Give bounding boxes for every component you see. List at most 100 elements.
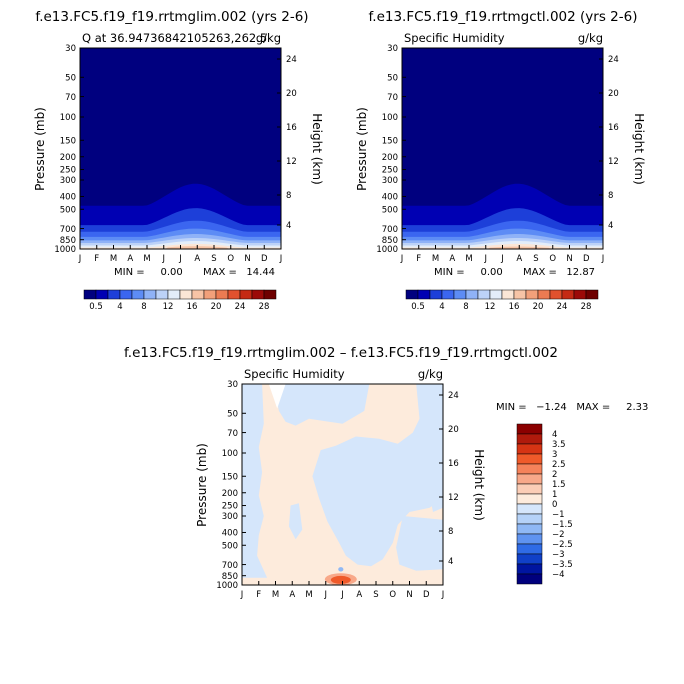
- panel-c-ytick-label: 70: [227, 429, 238, 439]
- panel-a-max-text: MAX = 14.44: [203, 267, 275, 278]
- panel-b-contours: [402, 48, 603, 249]
- panel-b-xtick-label: S: [533, 254, 538, 264]
- panel-c-colorbar-box: [516, 533, 543, 545]
- panel-a-xtick-label: A: [127, 254, 133, 264]
- panel-a-colorbar-label: 16: [187, 302, 198, 312]
- panel-c-ytick-label: 850: [222, 572, 238, 582]
- panel-b-colorbar-box: [513, 289, 527, 300]
- panel-a-colorbar-box: [227, 289, 241, 300]
- panel-b-ytick-label: 70: [387, 93, 398, 103]
- panel-a-colorbar-label: 8: [141, 302, 146, 312]
- panel-c-ytick-right-label: 16: [448, 459, 459, 469]
- panel-c-colorbar-box: [516, 423, 543, 435]
- panel-b-colorbar-box: [405, 289, 419, 300]
- panel-b-ytick-label: 1000: [376, 245, 398, 255]
- panel-b-ylabel-right: Height (km): [632, 113, 646, 184]
- panel-c-xtick-label: J: [441, 590, 445, 600]
- panel-a-colorbar-box: [83, 289, 97, 300]
- panel-b-colorbar-label: 20: [533, 302, 544, 312]
- panel-c-ytick-label: 300: [222, 512, 238, 522]
- panel-c-colorbar-box: [516, 443, 543, 455]
- panel-c-ytick-right-label: 24: [448, 391, 459, 401]
- panel-c-colorbar-label: 3.5: [552, 440, 566, 450]
- panel-b-colorbar-box: [585, 289, 599, 300]
- panel-c-colorbar-box: [516, 473, 543, 485]
- panel-a-y-ticks-right: 24 20 16 12 8 4: [277, 55, 297, 231]
- panel-a-colorbar-label: 20: [211, 302, 222, 312]
- panel-c-colorbar-label: 1: [552, 490, 557, 500]
- panel-a-colorbar: 0.5 4 8 12 16 20 24 28: [83, 289, 277, 312]
- panel-c-ytick-label: 500: [222, 541, 238, 551]
- panel-b-ytick-label: 30: [387, 44, 398, 54]
- panel-c-colorbar-box: [516, 483, 543, 495]
- panel-b-xtick-label: A: [516, 254, 522, 264]
- panel-a-colorbar-box: [251, 289, 265, 300]
- panel-a-ytick-label: 200: [60, 153, 76, 163]
- panel-c-ytick-label: 400: [222, 529, 238, 539]
- panel-b-min-text: MIN = 0.00: [434, 267, 503, 278]
- panel-a-ytick-label: 1000: [54, 245, 76, 255]
- panel-c-ytick-right-label: 12: [448, 493, 459, 503]
- panel-a: f.e13.FC5.f19_f19.rrtmglim.002 (yrs 2-6)…: [33, 9, 324, 312]
- panel-c-colorbar-label: −1.5: [552, 520, 573, 530]
- panel-a-ytick-right-label: 16: [286, 123, 297, 133]
- panel-c-colorbar-label: −2.5: [552, 540, 573, 550]
- panel-c-ytick-label: 30: [227, 380, 238, 390]
- panel-c-negative-region-3: [312, 384, 443, 567]
- panel-a-subtitle-left: Q at 36.94736842105263,262.5: [82, 31, 267, 45]
- panel-c-contours: [242, 384, 443, 585]
- panel-b-xtick-label: O: [549, 254, 556, 264]
- panel-c-field: [242, 384, 443, 585]
- panel-a-colorbar-box: [263, 289, 277, 300]
- panel-c-ytick-label: 150: [222, 472, 238, 482]
- panel-b-ytick-label: 150: [382, 136, 398, 146]
- panel-a-xtick-label: M: [110, 254, 117, 264]
- panel-c-colorbar-label: 0: [552, 500, 557, 510]
- panel-c-colorbar-label: −2: [552, 530, 565, 540]
- panel-a-colorbar-box: [191, 289, 205, 300]
- panel-b-ytick-label: 200: [382, 153, 398, 163]
- panel-a-colorbar-box: [203, 289, 217, 300]
- panel-c-colorbar-box: [516, 553, 543, 565]
- panel-a-ytick-right-label: 4: [286, 221, 291, 231]
- panel-b-subtitle-right: g/kg: [578, 31, 603, 45]
- panel-c-xtick-label: J: [340, 590, 344, 600]
- panel-c-colorbar: 43.532.521.510−1−1.5−2−2.5−3−3.5−4: [516, 423, 573, 585]
- panel-b-ytick-right-label: 12: [608, 157, 619, 167]
- panel-b-y-ticks-right: 24 20 16 12 8 4: [599, 55, 619, 231]
- panel-a-xtick-label: F: [94, 254, 99, 264]
- panel-a-ytick-label: 30: [65, 44, 76, 54]
- panel-a-title: f.e13.FC5.f19_f19.rrtmglim.002 (yrs 2-6): [35, 9, 308, 25]
- panel-c-colorbar-label: −3.5: [552, 560, 573, 570]
- panel-c-colorbar-box: [516, 513, 543, 525]
- panel-c-xtick-label: F: [256, 590, 261, 600]
- panel-c-negative-region-6: [427, 483, 443, 512]
- panel-b-ylabel: Pressure (mb): [355, 107, 369, 191]
- panel-b-colorbar-label: 12: [485, 302, 496, 312]
- panel-c-xtick-label: M: [305, 590, 312, 600]
- panel-a-colorbar-label: 24: [235, 302, 246, 312]
- panel-c-minmax-text: MIN = −1.24 MAX = 2.33: [496, 402, 648, 413]
- panel-b-colorbar-label: 4: [439, 302, 444, 312]
- panel-c-xtick-label: S: [373, 590, 378, 600]
- panel-a-ytick-right-label: 12: [286, 157, 297, 167]
- panel-c-positive-anomaly-inner: [330, 575, 351, 584]
- panel-c-colorbar-box: [516, 573, 543, 585]
- panel-b-ytick-label: 500: [382, 205, 398, 215]
- panel-b-xtick-label: F: [416, 254, 421, 264]
- panel-c-subtitle-right: g/kg: [418, 367, 443, 381]
- panel-c-colorbar-box: [516, 543, 543, 555]
- panel-a-ytick-right-label: 24: [286, 55, 297, 65]
- panel-b-xtick-label: J: [500, 254, 504, 264]
- panel-c-colorbar-box: [516, 523, 543, 535]
- panel-a-ytick-label: 250: [60, 166, 76, 176]
- panel-b-ytick-right-label: 20: [608, 89, 619, 99]
- panel-c-title: f.e13.FC5.f19_f19.rrtmglim.002 – f.e13.F…: [124, 345, 558, 361]
- panel-c-colorbar-label: −4: [552, 570, 565, 580]
- panel-c-ytick-right-label: 20: [448, 425, 459, 435]
- panel-b-colorbar-box: [549, 289, 563, 300]
- panel-c: f.e13.FC5.f19_f19.rrtmglim.002 – f.e13.F…: [124, 345, 648, 600]
